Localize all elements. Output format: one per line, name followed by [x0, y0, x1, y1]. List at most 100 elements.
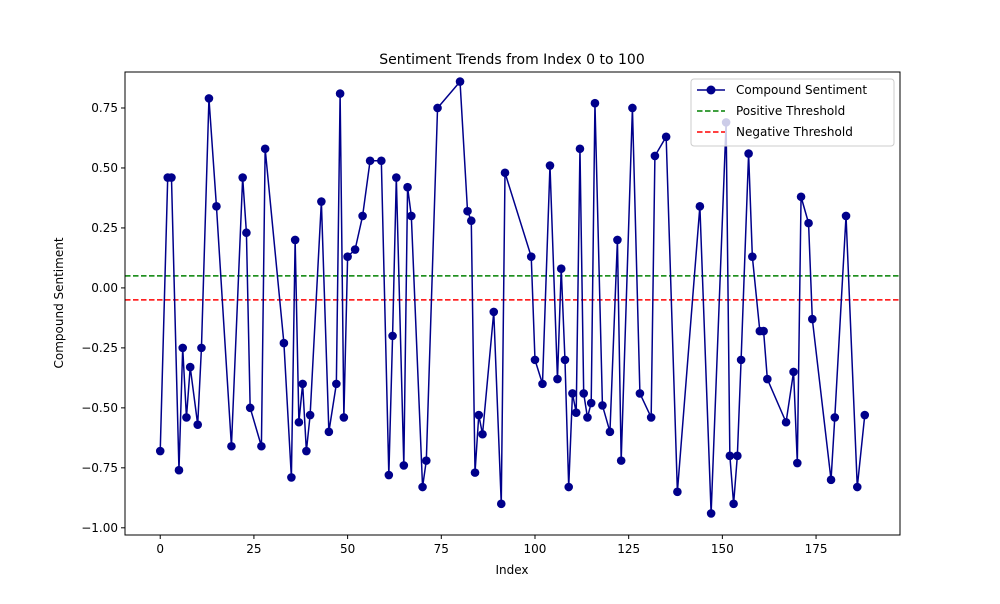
- data-point: [302, 446, 311, 456]
- data-point: [860, 410, 870, 420]
- data-point: [789, 367, 798, 377]
- x-axis-label: Index: [495, 563, 528, 577]
- data-point: [564, 482, 574, 492]
- data-point: [365, 156, 375, 166]
- data-point: [733, 451, 742, 461]
- data-point: [725, 451, 735, 461]
- data-point: [646, 413, 656, 422]
- data-point: [489, 307, 499, 317]
- x-tick-label: 0: [156, 542, 164, 556]
- data-point: [763, 374, 772, 384]
- data-point: [403, 182, 412, 192]
- data-point: [377, 156, 386, 166]
- data-point: [830, 413, 840, 422]
- data-point: [245, 403, 255, 413]
- data-point: [575, 144, 585, 154]
- data-point: [695, 202, 705, 211]
- data-point: [744, 149, 753, 158]
- data-point: [635, 389, 645, 398]
- data-point: [804, 218, 813, 228]
- data-point: [605, 427, 615, 437]
- data-point: [343, 252, 352, 262]
- data-point: [673, 487, 682, 497]
- data-point: [616, 456, 626, 465]
- data-point: [167, 173, 176, 182]
- data-point: [332, 379, 341, 389]
- data-point: [568, 389, 577, 398]
- data-point: [613, 235, 622, 245]
- data-point: [212, 202, 221, 211]
- data-point: [852, 482, 862, 492]
- y-tick-label: 0.75: [91, 101, 118, 115]
- x-tick-label: 150: [711, 542, 734, 556]
- x-tick-label: 175: [805, 542, 828, 556]
- legend-label-negative: Negative Threshold: [736, 125, 853, 139]
- y-tick-label: 0.50: [91, 161, 118, 175]
- series-line-compound: [159, 80, 866, 515]
- data-point: [463, 206, 472, 216]
- y-tick-label: −1.00: [81, 521, 118, 535]
- data-point: [260, 144, 270, 154]
- y-tick-label: −0.75: [81, 461, 118, 475]
- chart-title: Sentiment Trends from Index 0 to 100: [379, 52, 644, 68]
- data-point: [399, 461, 409, 470]
- data-point: [556, 264, 566, 274]
- data-point: [182, 413, 191, 422]
- data-point: [294, 417, 304, 427]
- data-point: [185, 362, 195, 372]
- data-point: [238, 173, 247, 182]
- data-point: [298, 379, 307, 389]
- data-point: [305, 410, 315, 420]
- data-point: [290, 235, 300, 245]
- data-point: [392, 173, 401, 182]
- data-point: [538, 379, 547, 389]
- data-point: [796, 192, 806, 202]
- y-axis-label: Compound Sentiment: [52, 237, 66, 368]
- data-point: [729, 499, 738, 509]
- data-point: [178, 343, 188, 353]
- data-point: [422, 456, 431, 465]
- x-tick-label: 50: [340, 542, 355, 556]
- data-point: [335, 89, 345, 98]
- data-point: [496, 499, 506, 509]
- data-point: [793, 458, 802, 468]
- y-axis-ticks: −1.00 −0.75 −0.50 −0.25 0.00 0.25 0.50 0.75: [81, 101, 125, 535]
- data-point: [242, 228, 251, 238]
- data-point: [418, 482, 427, 492]
- data-point: [193, 420, 203, 429]
- data-point: [474, 410, 484, 420]
- data-point: [661, 132, 671, 142]
- data-point: [598, 401, 607, 410]
- x-axis-ticks: 0 25 50 75 100 125 150 175: [156, 535, 828, 556]
- y-tick-label: −0.50: [81, 401, 118, 415]
- data-point: [227, 441, 236, 451]
- data-point: [545, 161, 555, 170]
- data-point: [571, 408, 581, 417]
- data-point: [826, 475, 836, 485]
- legend-label-positive: Positive Threshold: [736, 104, 845, 118]
- data-point: [279, 338, 289, 348]
- x-tick-label: 100: [524, 542, 547, 556]
- data-point: [736, 355, 746, 365]
- data-point: [583, 413, 592, 422]
- data-point: [530, 355, 540, 365]
- data-point: [204, 94, 214, 103]
- data-point: [339, 413, 349, 422]
- y-tick-label: 0.00: [91, 281, 118, 295]
- data-point: [560, 355, 570, 365]
- data-point: [500, 168, 510, 178]
- data-point: [470, 468, 480, 477]
- data-point: [407, 211, 416, 221]
- data-point: [590, 98, 600, 108]
- data-point: [759, 326, 768, 336]
- data-point: [174, 465, 184, 475]
- data-point: [324, 427, 334, 437]
- data-point: [650, 151, 660, 161]
- data-point: [433, 103, 442, 113]
- legend-label-compound: Compound Sentiment: [736, 83, 867, 97]
- y-tick-label: 0.25: [91, 221, 118, 235]
- data-point: [841, 211, 851, 221]
- x-tick-label: 75: [434, 542, 449, 556]
- data-point: [706, 509, 716, 518]
